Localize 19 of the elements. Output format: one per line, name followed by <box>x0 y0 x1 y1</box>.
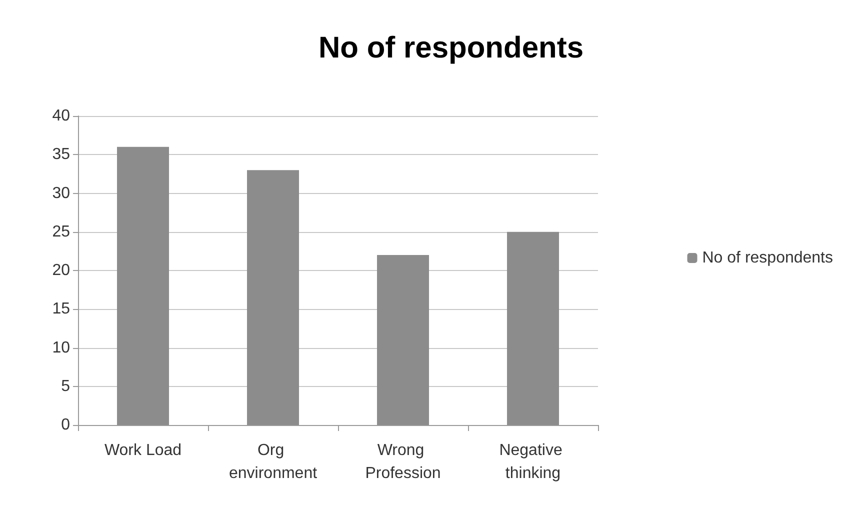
y-tick-label: 5 <box>61 378 70 395</box>
x-tick-label: Negative thinking <box>499 442 567 482</box>
x-tick-label: Wrong Profession <box>365 442 441 482</box>
y-tick-label: 0 <box>61 416 70 434</box>
chart-title: No of respondents <box>318 32 584 64</box>
y-tick-label: 30 <box>52 184 70 202</box>
y-tick-label: 40 <box>52 108 70 124</box>
legend-label: No of respondents <box>702 250 833 266</box>
y-tick-label: 15 <box>52 300 70 318</box>
x-tick-label: Org environment <box>228 442 318 482</box>
bar <box>117 146 169 425</box>
y-tick-label: 10 <box>52 339 70 356</box>
y-tick-label: 20 <box>52 262 70 279</box>
bar <box>247 170 299 425</box>
y-tick-label: 35 <box>52 146 70 164</box>
bar <box>507 232 559 425</box>
x-tick-label: Work Load <box>104 442 182 459</box>
bar <box>377 255 429 425</box>
y-tick-label: 25 <box>52 223 70 240</box>
